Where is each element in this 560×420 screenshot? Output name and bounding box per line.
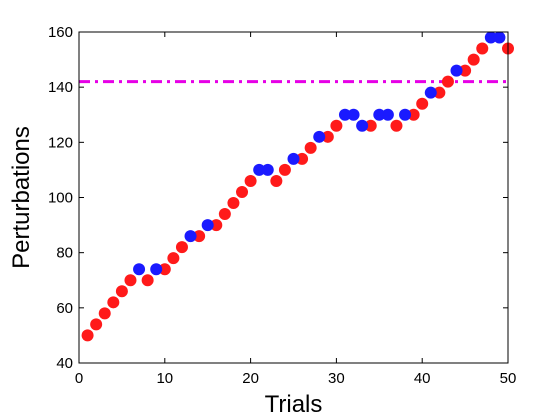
red-point: [90, 318, 103, 331]
marker-layer: [81, 31, 514, 342]
red-point: [210, 219, 223, 232]
red-point: [459, 64, 472, 77]
red-point: [175, 241, 188, 254]
blue-point: [424, 86, 437, 99]
red-point: [98, 307, 111, 320]
x-axis-label: Trials: [265, 391, 323, 418]
red-point: [321, 130, 334, 143]
y-axis-label: Perturbations: [8, 126, 35, 269]
red-point: [107, 296, 120, 309]
blue-point: [493, 31, 506, 44]
blue-point: [381, 108, 394, 121]
x-tick-label: 40: [414, 370, 431, 387]
red-point: [244, 174, 257, 187]
x-tick-label: 0: [75, 370, 83, 387]
red-point: [296, 152, 309, 165]
red-point: [270, 174, 283, 187]
blue-point: [399, 108, 412, 121]
x-tick-label: 10: [156, 370, 173, 387]
y-tick-label: 120: [48, 134, 73, 151]
y-tick-label: 40: [56, 355, 73, 372]
blue-point: [450, 64, 463, 77]
y-tick-label: 100: [48, 190, 73, 207]
red-point: [433, 86, 446, 99]
red-point: [167, 252, 180, 265]
red-point: [476, 42, 489, 55]
x-tick-label: 30: [328, 370, 345, 387]
blue-point: [201, 219, 214, 232]
blue-point: [150, 263, 163, 276]
blue-point: [338, 108, 351, 121]
plot-area: [79, 32, 508, 363]
y-tick-label: 80: [56, 245, 73, 262]
red-point: [330, 119, 343, 132]
red-point: [236, 185, 249, 198]
red-point: [124, 274, 137, 287]
red-point: [115, 285, 128, 298]
red-point: [218, 208, 231, 221]
red-point: [81, 329, 94, 342]
red-point: [278, 163, 291, 176]
red-point: [193, 230, 206, 243]
blue-point: [261, 163, 274, 176]
red-point: [227, 197, 240, 210]
blue-point: [484, 31, 497, 44]
blue-point: [287, 152, 300, 165]
red-point: [304, 141, 317, 154]
y-tick-label: 60: [56, 300, 73, 317]
blue-point: [347, 108, 360, 121]
blue-point: [313, 130, 326, 143]
blue-point: [356, 119, 369, 132]
red-point: [141, 274, 154, 287]
red-point: [467, 53, 480, 66]
red-point: [158, 263, 171, 276]
y-tick-label: 160: [48, 24, 73, 41]
blue-point: [184, 230, 197, 243]
blue-point: [253, 163, 266, 176]
axes: 0 10 20 30 40 50 40 60 80 100 120 140 160: [48, 24, 516, 387]
blue-point: [373, 108, 386, 121]
red-point: [407, 108, 420, 121]
red-point: [441, 75, 454, 88]
red-point: [416, 97, 429, 110]
y-tick-label: 140: [48, 79, 73, 96]
red-point: [390, 119, 403, 132]
x-tick-label: 50: [500, 370, 517, 387]
blue-point: [133, 263, 146, 276]
x-tick-label: 20: [242, 370, 259, 387]
red-point: [364, 119, 377, 132]
